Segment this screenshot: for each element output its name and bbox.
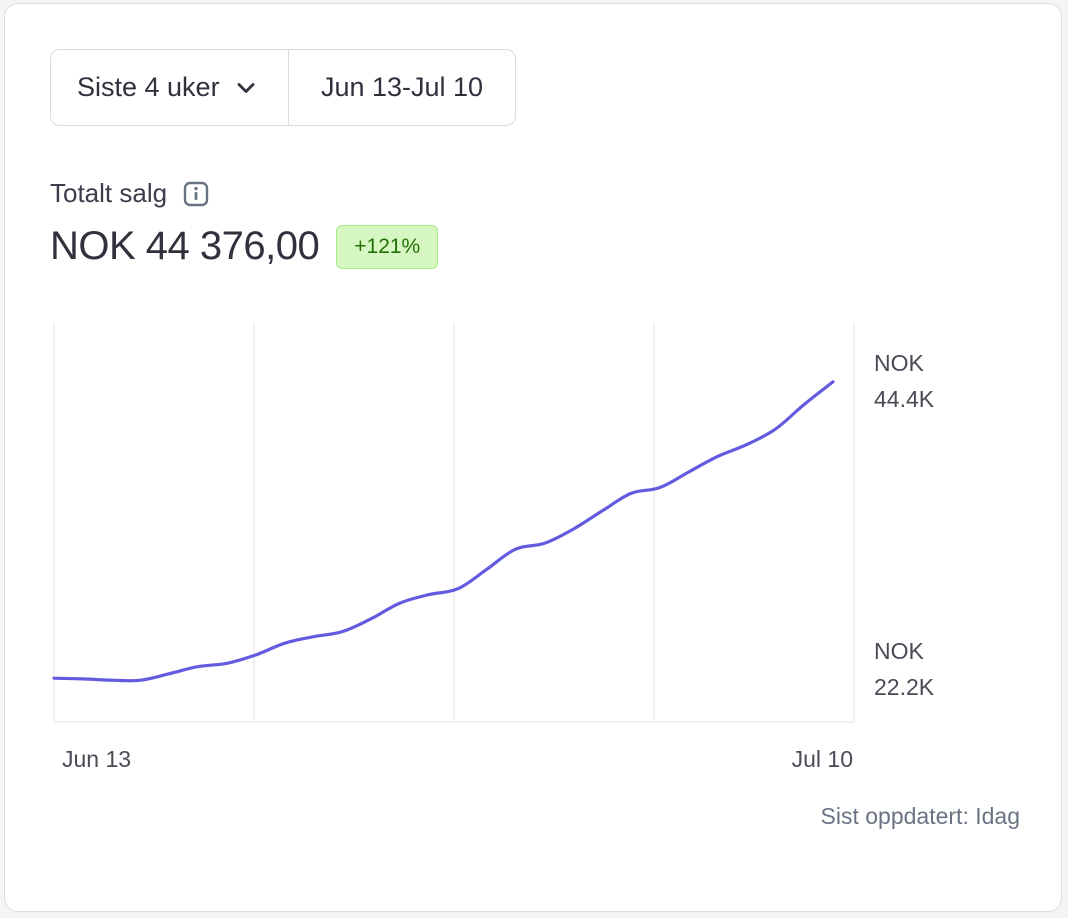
x-tick-label-start: Jun 13 [62, 746, 131, 772]
y-tick-label-1: NOK 44.4K [874, 350, 935, 412]
change-badge: +121% [336, 224, 439, 269]
last-updated-note: Sist oppdatert: Idag [820, 803, 1020, 829]
metric-label: Totalt salg [50, 178, 168, 208]
metric-header: Totalt salg [50, 178, 209, 209]
period-dropdown-label: Siste 4 uker [77, 72, 220, 102]
x-tick-label-end: Jul 10 [792, 746, 853, 772]
sales-series-line [52, 380, 835, 683]
metric-value: NOK 44 376,00 [50, 224, 320, 268]
chevron-down-icon [237, 82, 254, 93]
date-range-control: Siste 4 uker Jun 13-Jul 10 [50, 49, 516, 126]
y-tick-label-0: NOK 22.2K [874, 638, 935, 700]
date-range-button[interactable]: Jun 13-Jul 10 [320, 72, 484, 102]
sales-card [4, 3, 1062, 912]
period-dropdown[interactable]: Siste 4 uker [51, 50, 289, 125]
metric-value-row: NOK 44 376,00 +121% [50, 224, 439, 269]
info-icon[interactable] [183, 181, 209, 207]
